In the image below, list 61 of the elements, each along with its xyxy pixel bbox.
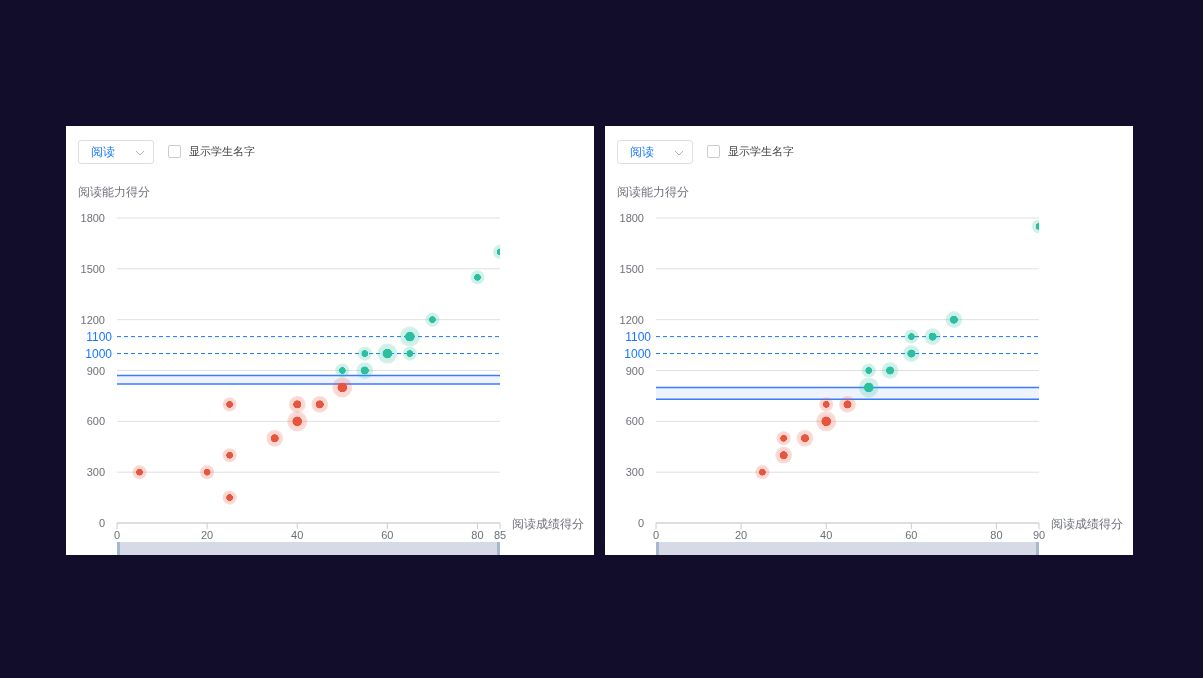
- x-tick-label: 60: [905, 528, 918, 541]
- point: [775, 446, 793, 464]
- y-axis-title: 阅读能力得分: [78, 184, 150, 201]
- point: [200, 465, 215, 480]
- x-tick-label: 80: [990, 528, 1003, 541]
- point: [222, 448, 237, 463]
- x-tick-label: 20: [200, 528, 214, 541]
- point: [288, 396, 306, 413]
- text: 显示学生名字: [728, 144, 794, 159]
- x-tick-label: 60: [381, 528, 394, 541]
- x-axis-title: 阅读成绩得分: [512, 516, 584, 533]
- point: [335, 363, 350, 378]
- y-tick-label: 1200: [80, 313, 105, 326]
- y-tick-label: 900: [86, 364, 105, 377]
- x-tick-label: 40: [820, 528, 833, 541]
- point: [266, 429, 284, 447]
- point: [470, 270, 485, 285]
- x-tick-label: 90: [1032, 528, 1046, 541]
- y-tick-label: 600: [625, 415, 644, 428]
- x-tick-label: 20: [734, 528, 748, 541]
- point: [776, 431, 791, 446]
- x-tick-label: 80: [471, 528, 484, 541]
- ref-line-label: 1100: [86, 329, 113, 344]
- point: [402, 346, 417, 361]
- x-axis-title: 阅读成绩得分: [1051, 516, 1123, 533]
- x-tick-label: 0: [652, 528, 660, 541]
- y-tick-label: 0: [637, 517, 644, 529]
- x-tick-label: 85: [493, 528, 507, 541]
- point: [902, 345, 920, 362]
- point: [924, 328, 941, 345]
- ref-line-label: 1100: [625, 329, 652, 344]
- point: [425, 312, 440, 327]
- point: [796, 429, 814, 447]
- point: [357, 346, 372, 361]
- point: [222, 490, 237, 505]
- y-tick-label: 0: [98, 517, 105, 529]
- y-tick-label: 1500: [80, 262, 105, 275]
- point: [132, 465, 147, 480]
- x-tick-label: 0: [113, 528, 121, 541]
- point: [945, 311, 963, 329]
- point: [881, 362, 899, 379]
- text: 显示学生名字: [189, 144, 255, 159]
- y-tick-label: 1800: [80, 212, 105, 224]
- y-tick-label: 1200: [619, 313, 644, 326]
- point: [222, 397, 237, 412]
- y-tick-label: 900: [625, 364, 644, 377]
- point: [839, 396, 856, 413]
- y-tick-label: 300: [86, 466, 105, 479]
- ref-line-label: 1000: [624, 346, 652, 361]
- point: [819, 397, 834, 412]
- y-tick-label: 1500: [619, 262, 644, 275]
- dropdown: 阅读: [78, 140, 154, 164]
- point: [755, 465, 770, 480]
- ref-line-label: 1000: [85, 346, 113, 361]
- x-tick-label: 40: [291, 528, 304, 541]
- y-axis-title: 阅读能力得分: [617, 184, 689, 201]
- dropdown: 阅读: [617, 140, 693, 164]
- point: [311, 396, 329, 413]
- y-tick-label: 1800: [619, 212, 644, 224]
- y-tick-label: 300: [625, 466, 644, 479]
- y-tick-label: 600: [86, 415, 105, 428]
